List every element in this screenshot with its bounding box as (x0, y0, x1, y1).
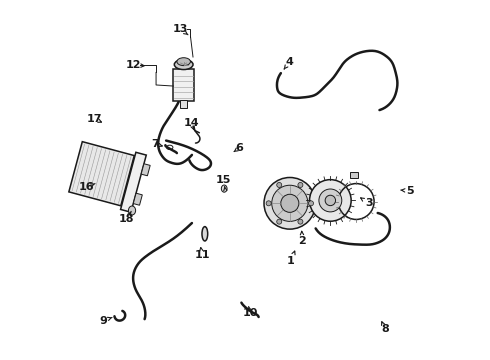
Circle shape (277, 219, 282, 224)
Polygon shape (133, 193, 142, 205)
Circle shape (266, 201, 271, 206)
Text: 8: 8 (381, 324, 389, 334)
Text: 12: 12 (126, 60, 142, 70)
Bar (350, 172, 358, 178)
Text: 6: 6 (236, 143, 244, 153)
Polygon shape (69, 141, 134, 206)
Text: 13: 13 (173, 24, 188, 35)
Text: 15: 15 (216, 175, 231, 185)
Text: 11: 11 (194, 249, 210, 260)
Text: 1: 1 (287, 256, 295, 266)
Circle shape (298, 219, 303, 224)
Polygon shape (141, 164, 150, 176)
Circle shape (325, 195, 336, 206)
Circle shape (281, 194, 299, 212)
Text: 17: 17 (87, 114, 102, 124)
Text: 2: 2 (298, 236, 306, 246)
Text: 5: 5 (406, 186, 414, 196)
Circle shape (264, 177, 316, 229)
Text: 10: 10 (243, 308, 258, 318)
Bar (173, 69, 194, 101)
Text: 16: 16 (79, 182, 94, 192)
Bar (179, 100, 187, 108)
Ellipse shape (174, 59, 193, 69)
Circle shape (310, 180, 351, 221)
Text: 9: 9 (99, 316, 107, 325)
Text: 18: 18 (119, 215, 134, 224)
Ellipse shape (128, 206, 136, 215)
Text: 7: 7 (151, 139, 159, 149)
Ellipse shape (202, 226, 208, 241)
Ellipse shape (221, 185, 227, 192)
Text: 4: 4 (286, 57, 294, 67)
Circle shape (319, 189, 342, 212)
Ellipse shape (177, 58, 191, 66)
Text: 14: 14 (183, 118, 199, 128)
Text: 3: 3 (365, 198, 372, 208)
Circle shape (277, 183, 282, 188)
Circle shape (272, 185, 308, 221)
Circle shape (309, 201, 314, 206)
Circle shape (298, 183, 303, 188)
Polygon shape (121, 152, 147, 212)
